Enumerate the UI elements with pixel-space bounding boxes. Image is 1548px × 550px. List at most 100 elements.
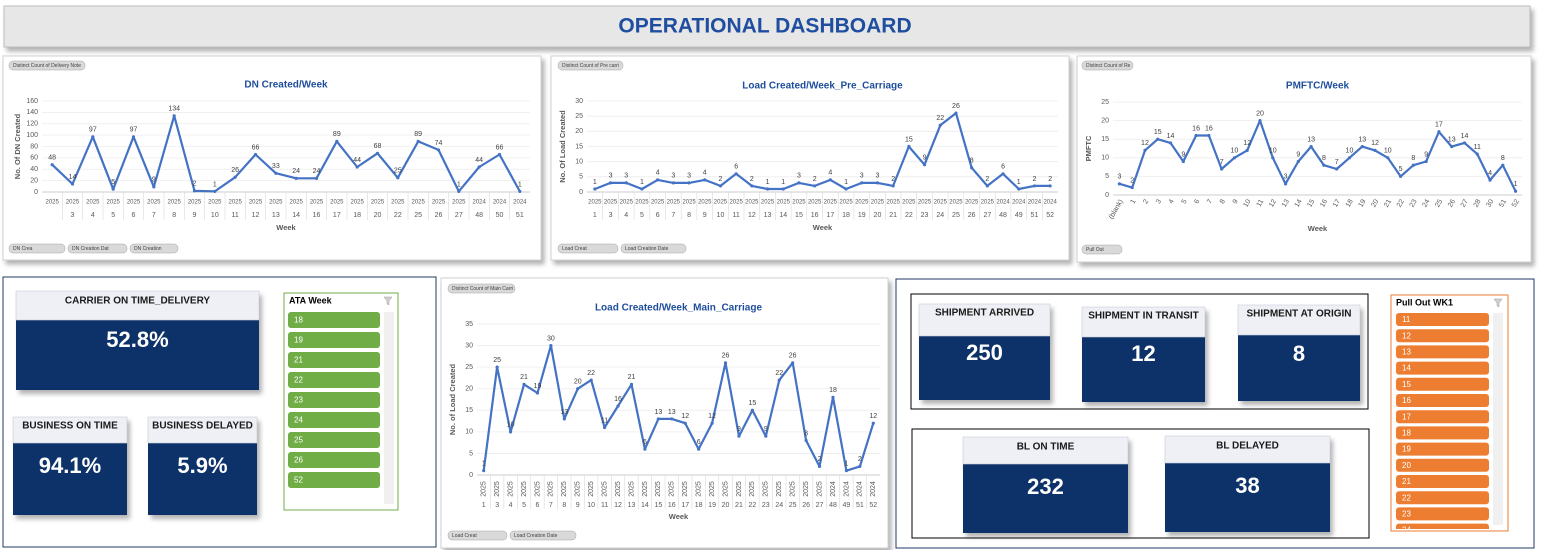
slicer-item[interactable] [288,312,380,328]
slicer-item[interactable] [1396,361,1489,375]
slicer-item-label: 21 [294,356,303,365]
data-label: 1 [457,181,461,188]
slicer-item[interactable] [1396,345,1489,359]
y-tick-label: 5 [579,174,583,181]
field-button [447,530,508,541]
x-tick-label: 10 [717,212,725,219]
y-tick-label: 30 [575,98,583,105]
slicer-item[interactable] [1396,507,1489,521]
x-tick-label: 14 [292,212,300,219]
slicer-item[interactable] [288,372,380,388]
slicer-item[interactable] [1396,491,1489,505]
slicer-item[interactable] [1396,313,1489,326]
data-label: 12 [681,413,689,420]
slicer-item[interactable] [288,332,380,348]
x-tick-label: 24 [775,502,783,509]
x-tick-label: 17 [826,212,834,219]
x-group-label: 2024 [870,481,877,497]
x-tick-label: 16 [811,212,819,219]
point-marker [985,184,989,188]
data-label: 66 [496,144,504,151]
x-group-label: 2025 [452,200,466,206]
data-label: 44 [353,157,361,164]
point-marker [396,176,400,180]
point-marker [1017,187,1021,191]
slicer-item[interactable] [1396,458,1489,472]
x-axis-label: Week [813,223,833,232]
data-label: 11 [601,417,608,424]
data-label: 9 [764,426,768,433]
slicer-item[interactable] [1396,442,1489,456]
slicer-item-label: 23 [294,396,303,405]
y-tick-label: 120 [26,121,38,128]
slicer-item[interactable] [1396,329,1489,343]
x-tick-label: 12 [252,212,260,219]
field-button-label: Distinct Count of Main Carri [452,286,513,292]
slicer-item[interactable] [288,452,380,468]
slicer-item[interactable] [288,392,380,408]
x-tick-label: 3 [71,212,75,219]
slicer-title: Pull Out WK1 [1396,297,1453,307]
x-tick-label: 3 [609,212,613,219]
slicer-items: 11 12 13 14 15 16 17 18 19 20 21 22 23 24 [1396,313,1489,537]
x-tick-label: 10 [211,212,219,219]
y-tick-label: 60 [30,155,38,162]
slicer-item[interactable] [288,412,380,428]
x-group-label: 2025 [310,200,324,206]
x-tick-label: 26 [435,212,443,219]
kpi-label: BL ON TIME [1017,442,1075,453]
x-group-label: 2025 [86,200,100,206]
x-tick-label: 49 [843,502,851,509]
x-tick-label: 7 [671,212,675,219]
x-group-label: 2025 [651,200,665,206]
kpi-header [1081,306,1206,338]
slicer-item[interactable] [1396,475,1489,488]
x-tick-label: 15 [654,502,662,509]
x-group-label: 2025 [45,200,59,206]
slicer-item[interactable] [1396,426,1489,440]
field-button [1081,60,1134,71]
x-axis-label: Week [669,512,689,521]
x-group-label: 2025 [601,481,608,497]
point-marker [355,165,359,169]
data-label: 2 [718,176,722,183]
point-marker [643,447,647,451]
y-tick-label: 20 [465,386,473,393]
slicer-item-label: 26 [294,456,303,465]
y-tick-label: 0 [469,472,473,479]
slicer-item[interactable] [1396,394,1489,407]
x-group-label: 2025 [330,200,344,206]
data-label: 89 [333,131,341,138]
data-label: 26 [952,103,960,110]
x-group-label: 2025 [289,200,303,206]
slicer-item[interactable] [1396,523,1489,537]
x-group-label: 2025 [698,200,712,206]
point-marker [1283,182,1288,186]
slicer-item[interactable] [288,472,380,488]
field-button [1081,244,1123,255]
data-label: 89 [414,131,422,138]
data-label: 1 [213,181,217,188]
point-marker [192,189,197,193]
x-tick-label: 11 [1256,198,1266,208]
slicer-item-label: 14 [1402,364,1411,373]
x-group-label: 2025 [534,481,541,497]
slicer-item[interactable] [1396,377,1489,391]
x-group-label: 2025 [669,481,676,497]
x-tick-label: 20 [374,212,382,219]
point-marker [697,447,701,451]
slicer-item-label: 23 [1402,510,1411,519]
slicer-item[interactable] [288,432,380,448]
x-tick-label: 3 [495,502,499,509]
kpi-value: 38 [1235,473,1259,498]
point-marker [1462,141,1467,145]
x-group-label: 2025 [722,481,729,497]
field-button-label: Distinct Count of Re [1086,63,1131,69]
shipment-frame [910,293,1369,410]
point-marker [817,464,822,468]
slicer-item[interactable] [1396,410,1489,424]
field-button-label: DN Creation [134,246,162,252]
slicer-item[interactable] [288,352,380,368]
x-tick-label: 5 [111,212,115,219]
y-tick-label: 20 [30,177,38,184]
